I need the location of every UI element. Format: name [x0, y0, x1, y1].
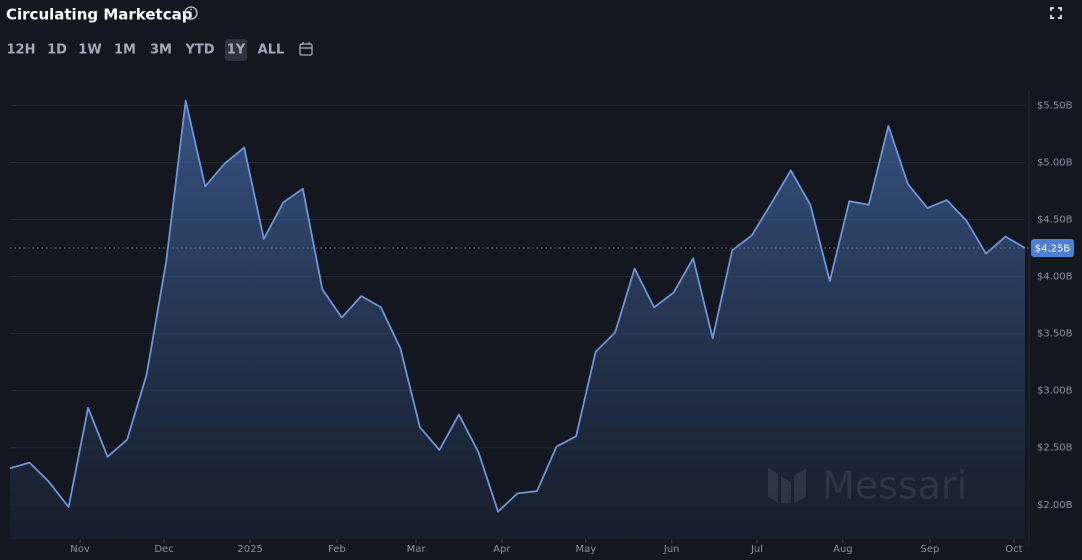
calendar-icon[interactable]	[299, 42, 313, 56]
y-tick-label: $5.00B	[1037, 157, 1073, 168]
range-button[interactable]: 1Y	[227, 43, 246, 58]
x-tick-label: Aug	[833, 544, 853, 555]
x-tick-label: Dec	[154, 544, 173, 555]
y-tick-label: $2.00B	[1037, 500, 1073, 511]
expand-icon[interactable]	[1050, 7, 1062, 19]
info-icon[interactable]	[184, 6, 198, 20]
x-tick-label: Jul	[750, 544, 763, 555]
range-button[interactable]: YTD	[184, 43, 214, 58]
y-tick-label: $4.50B	[1037, 215, 1073, 226]
x-tick-label: 2025	[237, 544, 262, 555]
x-tick-label: Sep	[921, 544, 940, 555]
range-button[interactable]: 1W	[78, 43, 101, 58]
range-button[interactable]: 1D	[47, 43, 67, 58]
y-tick-label: $2.50B	[1037, 443, 1073, 454]
y-tick-label: $3.50B	[1037, 329, 1073, 340]
range-button[interactable]: ALL	[258, 43, 285, 58]
x-tick-label: Feb	[328, 544, 346, 555]
range-button[interactable]: 12H	[7, 43, 36, 58]
chart-title: Circulating Marketcap	[6, 6, 193, 24]
y-tick-label: $4.00B	[1037, 272, 1073, 283]
x-tick-label: Mar	[407, 544, 427, 555]
y-tick-label: $5.50B	[1037, 100, 1073, 111]
x-tick-label: Nov	[70, 544, 90, 555]
x-tick-label: Apr	[493, 544, 511, 555]
y-tick-label: $3.00B	[1037, 386, 1073, 397]
current-value-badge	[1031, 239, 1074, 258]
range-button[interactable]: 3M	[150, 43, 172, 58]
x-tick-label: Oct	[1005, 544, 1022, 555]
x-tick-label: May	[575, 544, 596, 555]
area	[10, 100, 1025, 540]
selected-range-bg	[225, 39, 247, 61]
x-tick-label: Jun	[663, 544, 680, 555]
line	[9, 99, 1026, 513]
current-value-label: $4.25B	[1035, 244, 1071, 255]
range-button[interactable]: 1M	[114, 43, 136, 58]
